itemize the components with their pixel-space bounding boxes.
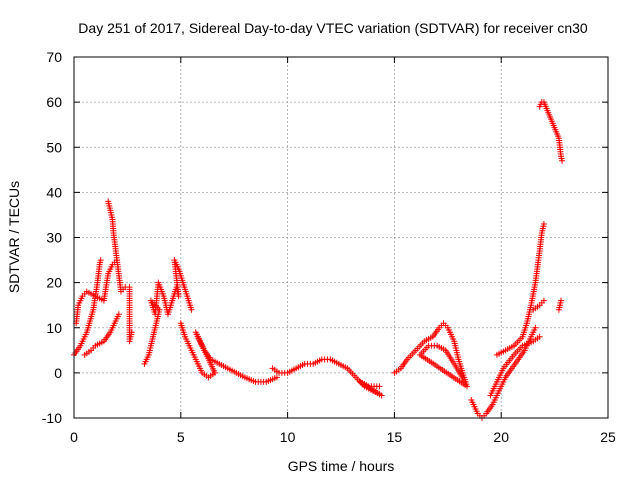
data-point (536, 333, 543, 340)
y-tick-label: 30 (46, 230, 62, 246)
axis-ticks: 0 5 10 15 20 25 -10 0 10 20 30 40 50 60 70 (42, 49, 616, 445)
data-point (188, 306, 195, 313)
y-tick-label: 10 (46, 320, 62, 336)
data-point (273, 374, 280, 381)
data-point (558, 297, 565, 304)
grid (74, 57, 608, 418)
data-points (71, 99, 566, 421)
x-axis-label: GPS time / hours (288, 458, 395, 474)
x-tick-label: 15 (387, 429, 403, 445)
x-tick-label: 20 (493, 429, 509, 445)
data-point (532, 324, 539, 331)
x-tick-label: 0 (70, 429, 78, 445)
data-point (540, 220, 547, 227)
y-tick-label: -10 (42, 410, 62, 426)
chart-title: Day 251 of 2017, Sidereal Day-to-day VTE… (78, 20, 588, 36)
y-tick-label: 20 (46, 275, 62, 291)
y-axis-label: SDTVAR / TECUs (6, 181, 22, 293)
data-point (559, 157, 566, 164)
data-point (115, 311, 122, 318)
y-tick-label: 50 (46, 139, 62, 155)
data-point (97, 257, 104, 264)
y-tick-label: 40 (46, 184, 62, 200)
data-point (461, 378, 468, 385)
x-tick-label: 25 (600, 429, 616, 445)
x-tick-label: 5 (177, 429, 185, 445)
data-point (376, 383, 383, 390)
plot-frame (73, 56, 609, 419)
y-tick-label: 0 (54, 365, 62, 381)
data-point (540, 297, 547, 304)
data-point (128, 329, 135, 336)
x-tick-label: 10 (280, 429, 296, 445)
y-tick-label: 70 (46, 49, 62, 65)
y-tick-label: 60 (46, 94, 62, 110)
